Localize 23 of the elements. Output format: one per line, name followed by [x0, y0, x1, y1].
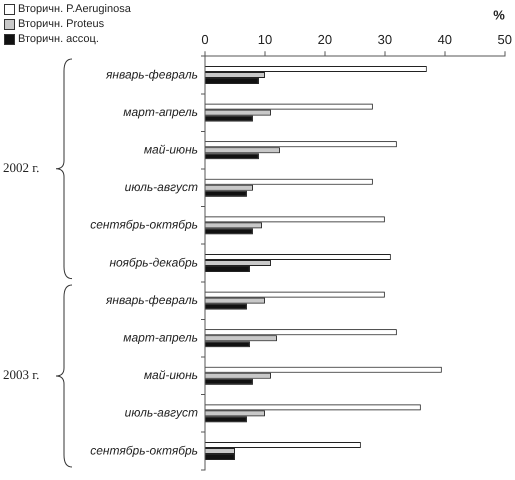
legend-label: Вторичн. ассоц.	[18, 32, 99, 47]
y-tick-label: июль-август	[124, 406, 198, 420]
y-tick-label: сентябрь-октябрь	[90, 443, 198, 458]
legend-label: Вторичн. Proteus	[18, 17, 104, 32]
y-tick-label: ноябрь-декабрь	[109, 255, 198, 270]
x-tick-label: 50	[498, 32, 512, 47]
y-tick-label: май-июнь	[144, 142, 198, 157]
y-tick-label: сентябрь-октябрь	[90, 218, 198, 232]
y-tick-label: январь-февраль	[104, 67, 198, 82]
text: 2003 г.	[3, 366, 40, 383]
y-tick-label: март-апрель	[123, 330, 198, 345]
y-tick-label: май-июнь	[144, 368, 198, 382]
x-tick-label: 10	[258, 32, 272, 47]
x-tick-label: 0	[201, 32, 209, 47]
x-tick-label: 30	[378, 32, 392, 47]
y-tick-label: март-апрель	[123, 104, 198, 119]
x-tick-label: 20	[318, 32, 332, 47]
y-tick-label: июль-август	[124, 180, 198, 194]
x-axis-title: %	[493, 7, 506, 22]
x-tick-label: 40	[438, 32, 452, 47]
text: 2002 г.	[3, 160, 40, 176]
y-tick-label: январь-февраль	[104, 292, 198, 307]
legend-label: Вторичн. P.Aeruginosa	[18, 2, 131, 17]
